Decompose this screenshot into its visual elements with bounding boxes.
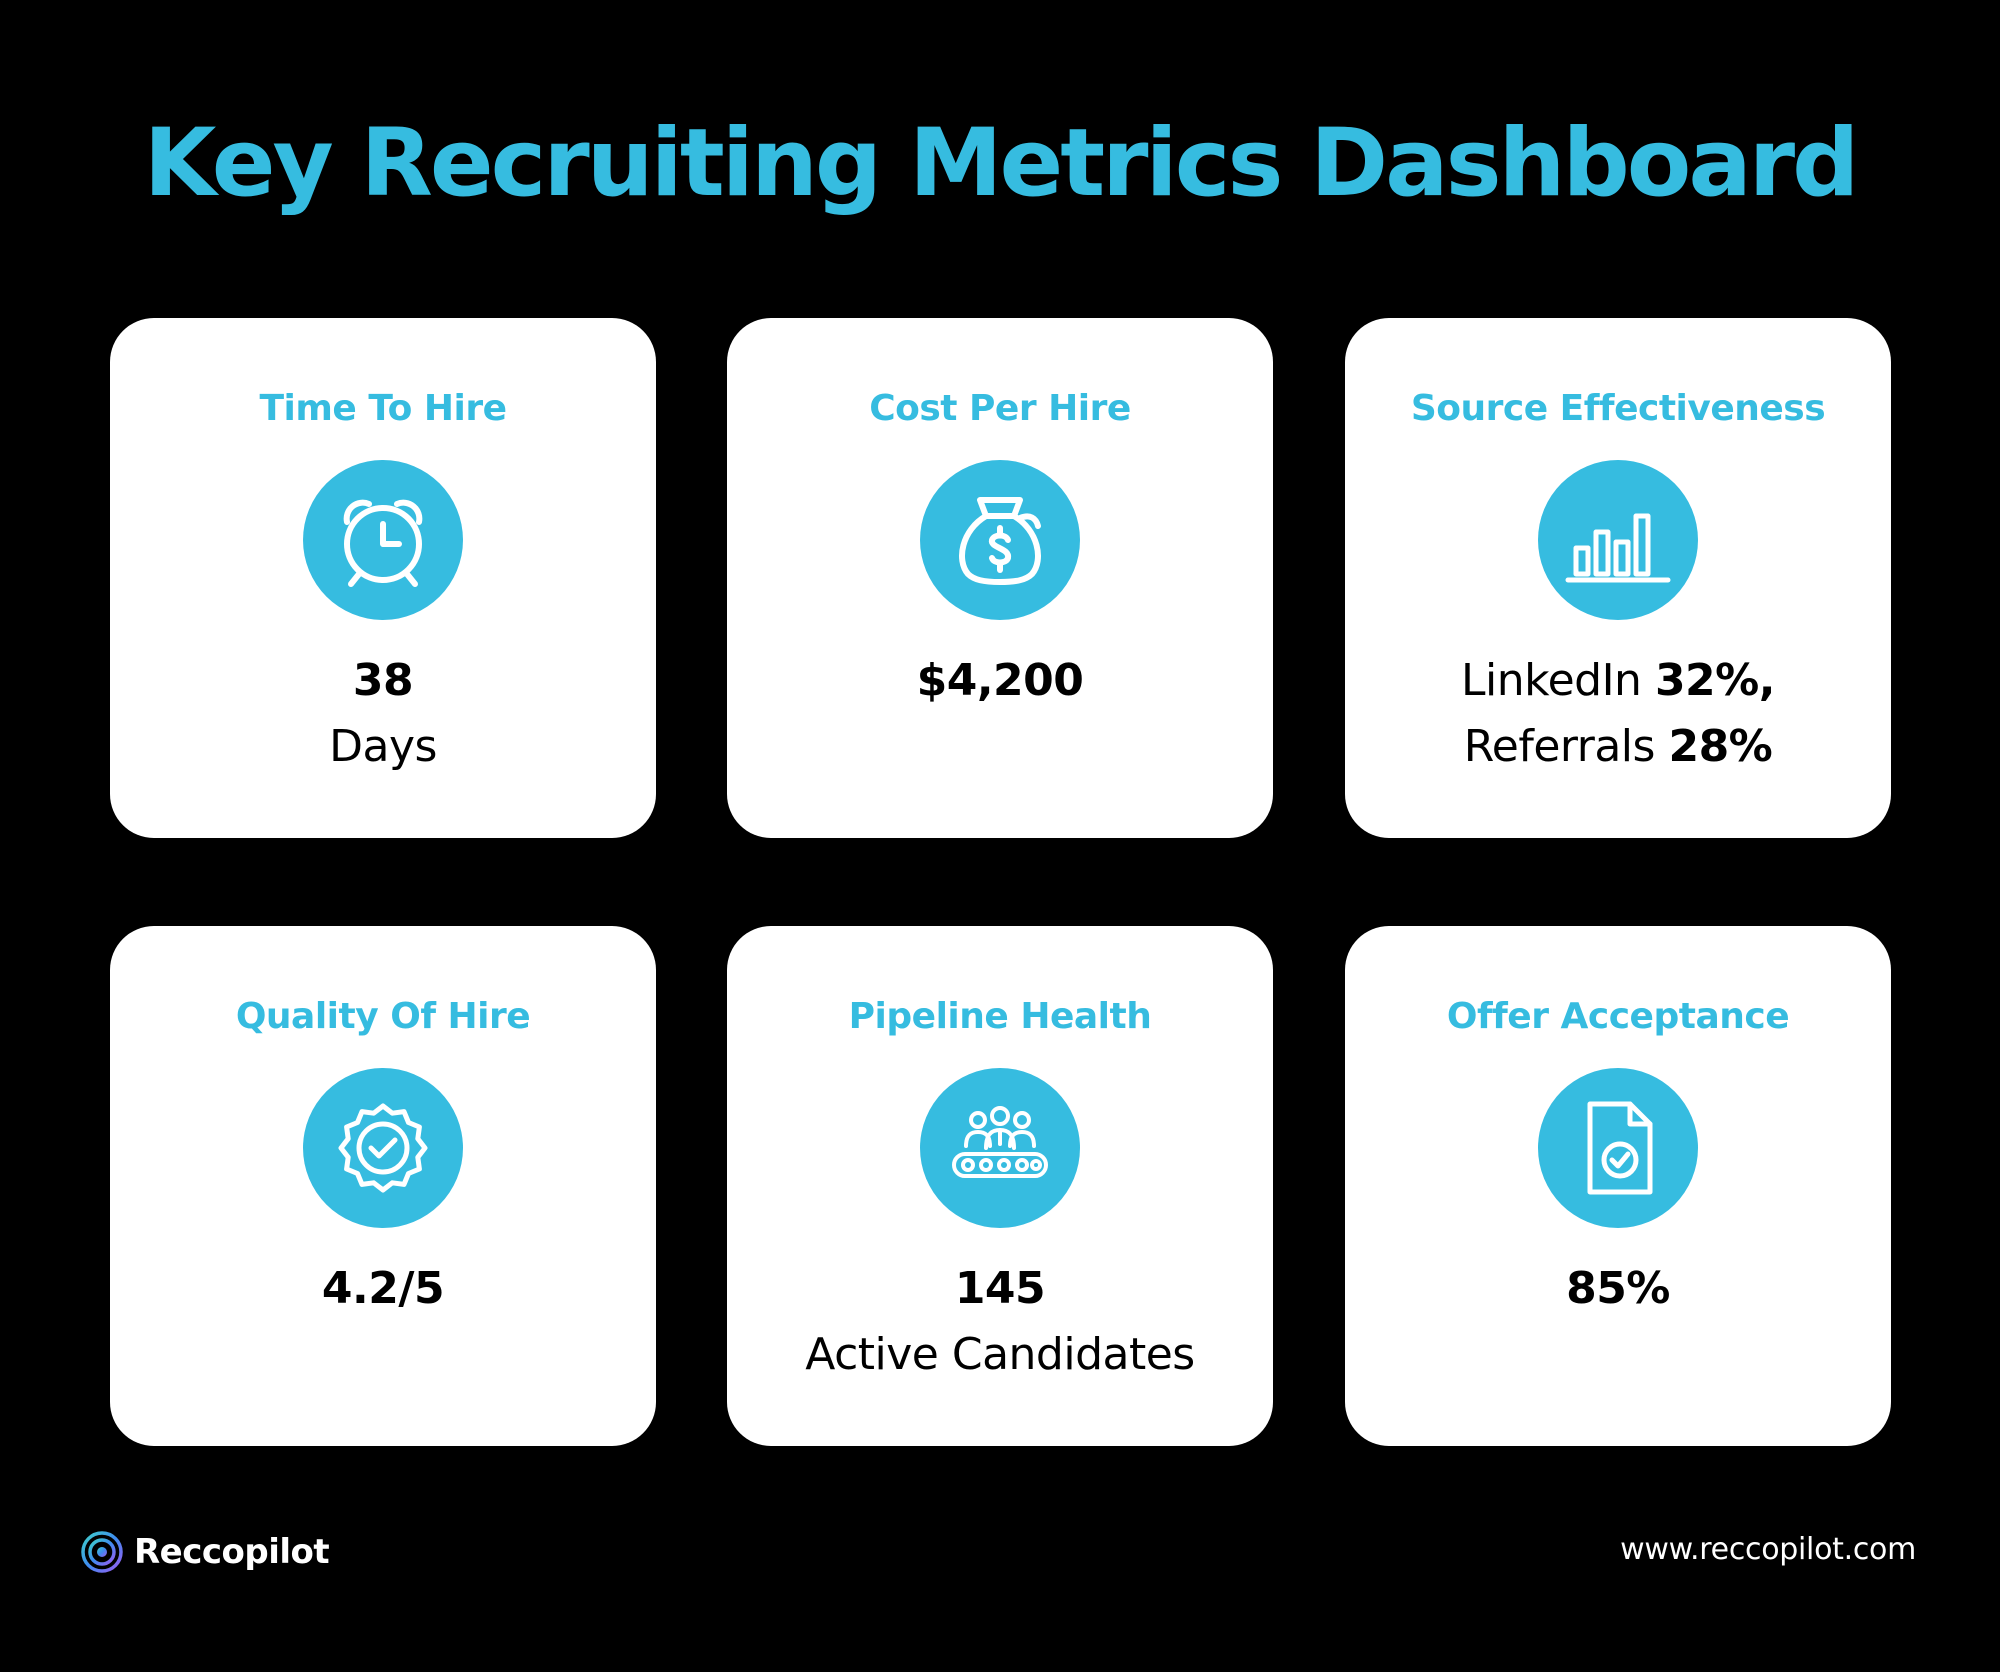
metric-value: 4.2/5 bbox=[110, 1256, 656, 1322]
metric-unit: Days bbox=[329, 721, 437, 772]
metric-unit: Active Candidates bbox=[805, 1329, 1195, 1380]
reccopilot-logo-icon bbox=[81, 1531, 123, 1573]
metric-value: 145 Active Candidates bbox=[727, 1256, 1273, 1388]
source-label: Referrals bbox=[1463, 721, 1656, 772]
bar-chart-icon bbox=[1538, 460, 1698, 620]
metric-card-quality-of-hire: Quality Of Hire 4.2/5 bbox=[110, 926, 656, 1446]
metric-card-source-effectiveness: Source Effectiveness LinkedIn 32%, Refer… bbox=[1345, 318, 1891, 838]
source-value: 28% bbox=[1668, 721, 1773, 772]
metric-number: 85% bbox=[1566, 1263, 1670, 1314]
metric-card-time-to-hire: Time To Hire 38 Days bbox=[110, 318, 656, 838]
metric-number: $4,200 bbox=[916, 655, 1084, 706]
card-title: Cost Per Hire bbox=[869, 388, 1131, 429]
candidates-conveyor-icon bbox=[920, 1068, 1080, 1228]
badge-check-icon bbox=[303, 1068, 463, 1228]
website-url: www.reccopilot.com bbox=[1620, 1532, 1916, 1567]
brand-name: Reccopilot bbox=[134, 1532, 330, 1572]
card-title: Offer Acceptance bbox=[1446, 996, 1790, 1037]
metric-number: 4.2/5 bbox=[321, 1263, 445, 1314]
source-label: LinkedIn bbox=[1461, 655, 1642, 706]
document-check-icon bbox=[1538, 1068, 1698, 1228]
card-title: Source Effectiveness bbox=[1410, 388, 1826, 429]
metric-card-offer-acceptance: Offer Acceptance 85% bbox=[1345, 926, 1891, 1446]
brand-logo: Reccopilot bbox=[80, 1530, 330, 1574]
alarm-clock-icon bbox=[303, 460, 463, 620]
metric-card-pipeline-health: Pipeline Health 145 Active Candidates bbox=[727, 926, 1273, 1446]
metric-value: 38 Days bbox=[110, 648, 656, 780]
metric-value: LinkedIn 32%, Referrals 28% bbox=[1345, 648, 1891, 780]
metric-value: $4,200 bbox=[727, 648, 1273, 714]
card-title: Pipeline Health bbox=[848, 996, 1152, 1037]
metric-card-cost-per-hire: Cost Per Hire $4,200 bbox=[727, 318, 1273, 838]
metric-value: 85% bbox=[1345, 1256, 1891, 1322]
metric-number: 145 bbox=[954, 1263, 1046, 1314]
page-title: Key Recruiting Metrics Dashboard bbox=[143, 109, 1860, 218]
money-bag-icon bbox=[920, 460, 1080, 620]
card-title: Quality Of Hire bbox=[235, 996, 531, 1037]
card-title: Time To Hire bbox=[259, 388, 507, 429]
metric-number: 38 bbox=[352, 655, 414, 706]
source-value: 32%, bbox=[1654, 655, 1776, 706]
